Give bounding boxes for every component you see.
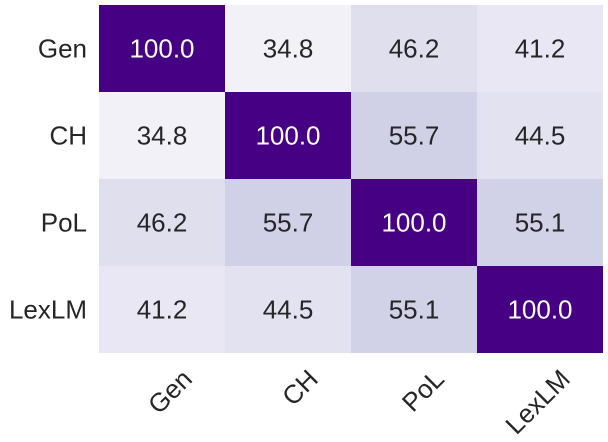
y-tick-label-lexlm: LexLM	[9, 295, 87, 325]
cell-value-label: 41.2	[137, 295, 188, 325]
heatmap-cell-lexlm-lexlm	[477, 266, 603, 353]
heatmap-cell-gen-pol	[351, 5, 477, 92]
y-tick-label-pol: PoL	[41, 208, 87, 238]
heatmap-cell-lexlm-ch	[225, 266, 351, 353]
cell-value-label: 55.1	[515, 208, 566, 238]
heatmap-cell-pol-lexlm	[477, 179, 603, 266]
y-tick-label-ch: CH	[49, 121, 87, 151]
heatmap-cell-lexlm-gen	[99, 266, 225, 353]
heatmap-cell-gen-ch	[225, 5, 351, 92]
heatmap-cell-ch-ch	[225, 92, 351, 179]
heatmap-cell-gen-lexlm	[477, 5, 603, 92]
x-axis-tick-labels: Gen CH PoL LexLM	[142, 364, 576, 440]
heatmap-cells	[99, 5, 603, 353]
cell-value-label: 100.0	[255, 121, 320, 151]
heatmap-cell-ch-pol	[351, 92, 477, 179]
x-tick-label-ch: CH	[276, 364, 324, 412]
cell-value-label: 55.7	[263, 208, 314, 238]
cell-value-label: 41.2	[515, 34, 566, 64]
x-tick-label-lexlm: LexLM	[499, 364, 575, 440]
cell-value-label: 44.5	[263, 295, 314, 325]
heatmap-cell-ch-gen	[99, 92, 225, 179]
heatmap-cell-pol-ch	[225, 179, 351, 266]
cell-value-label: 46.2	[137, 208, 188, 238]
heatmap-cell-ch-lexlm	[477, 92, 603, 179]
x-tick-label-pol: PoL	[396, 364, 450, 418]
cell-value-label: 34.8	[263, 34, 314, 64]
heatmap-cell-pol-gen	[99, 179, 225, 266]
y-tick-label-gen: Gen	[38, 34, 87, 64]
y-axis-tick-labels: Gen CH PoL LexLM	[9, 34, 87, 325]
cell-value-label: 44.5	[515, 121, 566, 151]
cell-value-label: 100.0	[129, 34, 194, 64]
cell-value-label: 46.2	[389, 34, 440, 64]
heatmap-cell-gen-gen	[99, 5, 225, 92]
heatmap-cell-labels: 100.0 34.8 46.2 41.2 34.8 100.0 55.7 44.5 46.2 55…	[129, 34, 572, 325]
heatmap-cell-lexlm-pol	[351, 266, 477, 353]
cell-value-label: 100.0	[381, 208, 446, 238]
cell-value-label: 100.0	[507, 295, 572, 325]
heatmap-cell-pol-pol	[351, 179, 477, 266]
cell-value-label: 55.1	[389, 295, 440, 325]
x-tick-label-gen: Gen	[142, 364, 198, 420]
cell-value-label: 34.8	[137, 121, 188, 151]
cell-value-label: 55.7	[389, 121, 440, 151]
